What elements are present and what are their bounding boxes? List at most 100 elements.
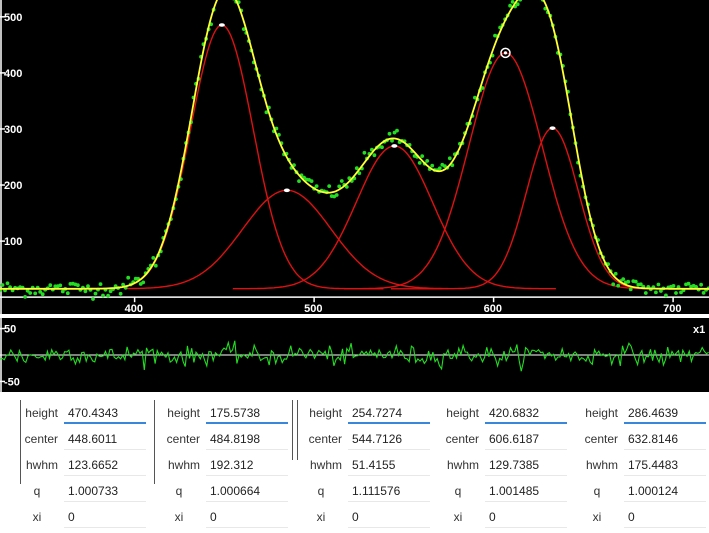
center-label: center bbox=[166, 432, 200, 446]
q-field[interactable]: 1.111576 bbox=[348, 480, 430, 502]
data-point bbox=[334, 193, 339, 197]
data-point bbox=[264, 110, 269, 115]
data-point bbox=[60, 289, 65, 294]
component-curve bbox=[343, 52, 667, 290]
hwhm-field[interactable]: 123.6652 bbox=[64, 454, 146, 476]
y-tick-label: 200 bbox=[4, 180, 22, 192]
data-point bbox=[664, 293, 668, 298]
data-point bbox=[473, 95, 477, 100]
data-point bbox=[277, 132, 281, 137]
residual-y-tick-label: -50 bbox=[4, 376, 20, 388]
data-point bbox=[33, 291, 38, 296]
data-point bbox=[91, 297, 95, 301]
data-point bbox=[106, 293, 110, 298]
data-point bbox=[58, 283, 63, 288]
q-label: q bbox=[454, 484, 462, 498]
xi-field[interactable]: 0 bbox=[485, 506, 567, 528]
xi-label: xi bbox=[592, 510, 602, 524]
height-label: height bbox=[309, 406, 342, 420]
residual-plot[interactable]: 50 -50 x1 bbox=[0, 318, 709, 392]
center-field[interactable]: 484.8198 bbox=[206, 428, 288, 450]
peak-handle bbox=[283, 188, 290, 193]
center-field[interactable]: 544.7126 bbox=[348, 428, 430, 450]
center-field[interactable]: 448.6011 bbox=[64, 428, 146, 450]
x-tick-label: 500 bbox=[304, 303, 322, 314]
height-field[interactable]: 420.6832 bbox=[485, 402, 567, 424]
data-point bbox=[337, 184, 342, 189]
data-point bbox=[83, 289, 88, 294]
hwhm-field[interactable]: 175.4483 bbox=[624, 454, 706, 476]
center-label: center bbox=[308, 432, 342, 446]
q-field[interactable]: 1.000664 bbox=[206, 480, 288, 502]
data-point bbox=[357, 171, 362, 176]
q-label: q bbox=[33, 484, 41, 498]
data-point bbox=[611, 282, 616, 287]
data-point bbox=[121, 282, 125, 287]
center-label: center bbox=[24, 432, 58, 446]
data-point bbox=[101, 293, 105, 298]
hwhm-label: hwhm bbox=[585, 458, 618, 472]
q-label: q bbox=[175, 484, 183, 498]
data-point bbox=[671, 284, 676, 288]
center-field[interactable]: 606.6187 bbox=[485, 428, 567, 450]
data-point bbox=[518, 0, 523, 2]
data-point bbox=[686, 281, 691, 286]
data-point bbox=[447, 156, 452, 161]
fit-curve bbox=[0, 0, 709, 290]
data-point bbox=[354, 166, 359, 171]
hwhm-label: hwhm bbox=[309, 458, 342, 472]
xi-label: xi bbox=[174, 510, 184, 524]
hwhm-field[interactable]: 192.312 bbox=[206, 454, 288, 476]
data-point bbox=[613, 271, 618, 276]
data-point bbox=[638, 282, 643, 287]
data-point bbox=[98, 282, 103, 286]
data-point bbox=[701, 291, 706, 295]
data-point bbox=[241, 27, 246, 31]
height-field[interactable]: 470.4343 bbox=[64, 402, 146, 424]
height-label: height bbox=[167, 406, 200, 420]
data-point bbox=[344, 185, 349, 189]
xi-label: xi bbox=[316, 510, 326, 524]
q-label: q bbox=[317, 484, 325, 498]
data-point bbox=[126, 275, 131, 280]
xi-field[interactable]: 0 bbox=[348, 506, 430, 528]
column-divider bbox=[297, 400, 298, 460]
height-field[interactable]: 254.7274 bbox=[348, 402, 430, 424]
data-point bbox=[616, 283, 621, 288]
xi-field[interactable]: 0 bbox=[64, 506, 146, 528]
hwhm-field[interactable]: 129.7385 bbox=[485, 454, 567, 476]
xi-label: xi bbox=[453, 510, 463, 524]
height-field[interactable]: 286.4639 bbox=[624, 402, 706, 424]
q-field[interactable]: 1.000733 bbox=[64, 480, 146, 502]
data-point bbox=[362, 150, 367, 155]
residual-curve bbox=[0, 340, 709, 372]
hwhm-field[interactable]: 51.4155 bbox=[348, 454, 430, 476]
hwhm-label: hwhm bbox=[446, 458, 479, 472]
data-point bbox=[141, 280, 146, 285]
peak-handle bbox=[549, 126, 556, 130]
xi-label: xi bbox=[32, 510, 42, 524]
data-point bbox=[430, 163, 435, 168]
component-curve bbox=[60, 24, 384, 290]
data-point bbox=[23, 295, 27, 299]
data-point bbox=[86, 284, 90, 289]
data-point bbox=[679, 290, 683, 295]
data-point bbox=[118, 291, 123, 296]
q-field[interactable]: 1.000124 bbox=[624, 480, 706, 502]
q-field[interactable]: 1.001485 bbox=[485, 480, 567, 502]
data-point bbox=[508, 3, 512, 8]
data-point bbox=[390, 138, 394, 143]
center-field[interactable]: 632.8146 bbox=[624, 428, 706, 450]
x-tick-label: 400 bbox=[125, 303, 143, 314]
data-point bbox=[387, 131, 392, 136]
xi-field[interactable]: 0 bbox=[624, 506, 706, 528]
height-field[interactable]: 175.5738 bbox=[206, 402, 288, 424]
peak-handle-dot bbox=[503, 51, 508, 55]
data-point bbox=[5, 281, 10, 286]
xi-field[interactable]: 0 bbox=[206, 506, 288, 528]
component-curve bbox=[391, 127, 709, 290]
peak-handle-selected bbox=[500, 47, 511, 59]
fit-plot[interactable]: 400 500 600 700 100 200 300 400 500 bbox=[0, 0, 709, 314]
peak-params-1: height 470.4343 center 448.6011 hwhm 123.66… bbox=[16, 400, 156, 530]
data-point bbox=[510, 0, 515, 4]
